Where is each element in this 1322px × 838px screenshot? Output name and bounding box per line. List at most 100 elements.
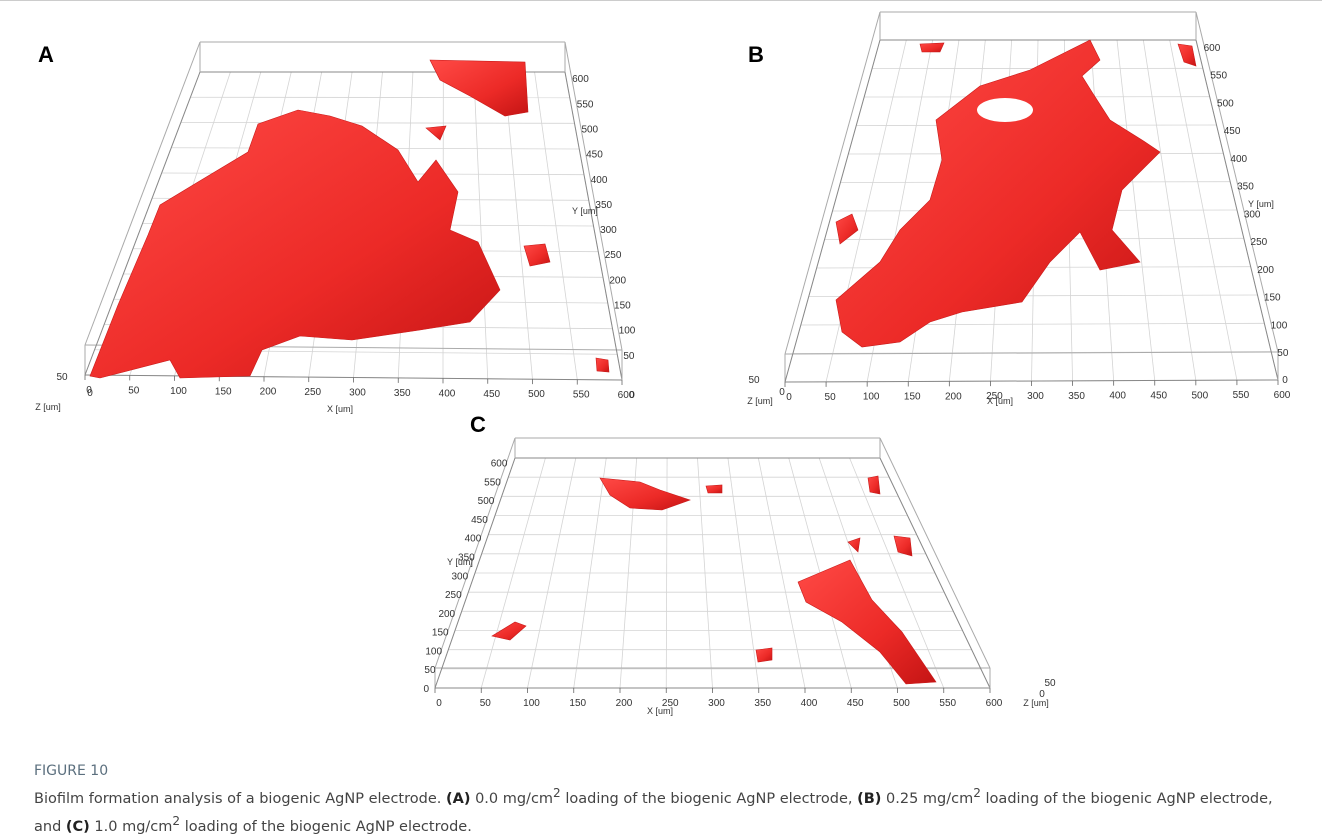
x-tick-label: 400 [439, 388, 456, 399]
y-tick-label: 50 [424, 665, 436, 676]
y-axis-label: Y [um] [1248, 199, 1274, 209]
x-tick-label: 50 [128, 385, 140, 396]
y-tick-label: 100 [619, 326, 636, 337]
caption-text: loading of the biogenic AgNP electrode, [565, 791, 852, 807]
y-tick-label: 400 [1230, 154, 1247, 165]
x-tick-label: 500 [528, 389, 545, 400]
x-tick-label: 600 [986, 698, 1003, 709]
biofilm [90, 110, 500, 378]
y-tick-label: 200 [1257, 265, 1274, 276]
y-tick-label: 50 [1277, 348, 1289, 359]
biofilm [920, 43, 944, 52]
x-tick-label: 150 [904, 392, 921, 403]
x-tick-label: 350 [1068, 391, 1085, 402]
y-tick-label: 500 [478, 496, 495, 507]
x-tick-label: 0 [436, 698, 442, 709]
x-tick-label: 100 [523, 698, 540, 709]
caption-amount: 1.0 mg/cm [94, 819, 172, 835]
y-tick-label: 200 [609, 275, 626, 286]
y-tick-label: 600 [572, 74, 589, 85]
y-tick-label: 600 [1204, 43, 1221, 54]
z-tick-label: 50 [748, 375, 760, 386]
z-tick-label: 50 [1044, 678, 1056, 689]
y-tick-label: 400 [465, 534, 482, 545]
biofilm [600, 478, 690, 510]
y-tick-label: 550 [577, 99, 594, 110]
biofilm-b [836, 40, 1196, 347]
caption-tag: (A) [446, 791, 470, 807]
biofilm-a [90, 60, 609, 378]
x-tick-label: 500 [1191, 390, 1208, 401]
y-tick-label: 550 [1210, 71, 1227, 82]
x-tick-label: 100 [863, 392, 880, 403]
biofilm [848, 538, 860, 552]
z-tick-label: 0 [779, 387, 785, 398]
x-axis-label: X [um] [327, 404, 353, 414]
y-tick-label: 100 [425, 646, 442, 657]
biofilm [596, 358, 609, 372]
x-tick-label: 500 [893, 698, 910, 709]
x-tick-label: 100 [170, 386, 187, 397]
y-tick-label: 300 [1244, 209, 1261, 220]
caption-intro: Biofilm formation analysis of a biogenic… [34, 791, 441, 807]
x-tick-label: 450 [1150, 391, 1167, 402]
biofilm [868, 476, 880, 494]
x-tick-label: 350 [754, 698, 771, 709]
y-tick-label: 250 [1251, 237, 1268, 248]
biofilm [430, 60, 528, 116]
z-tick-label: 50 [56, 372, 68, 383]
x-axis-label: X [um] [647, 706, 673, 716]
x-tick-label: 300 [349, 388, 366, 399]
x-axis-label: X [um] [987, 396, 1013, 406]
z-tick-label: 0 [629, 390, 635, 401]
x-tick-label: 200 [260, 387, 277, 398]
x-tick-label: 450 [847, 698, 864, 709]
y-axis-label: Y [um] [572, 206, 598, 216]
y-tick-label: 150 [1264, 293, 1281, 304]
caption-power: 2 [553, 786, 561, 800]
z-tick-label: 0 [87, 388, 93, 399]
caption-amount: 0.25 mg/cm [886, 791, 973, 807]
y-tick-label: 500 [1217, 98, 1234, 109]
y-tick-label: 0 [423, 684, 429, 695]
z-tick-label: 0 [1282, 375, 1288, 386]
y-tick-label: 250 [445, 590, 462, 601]
z-axis-label: Z [um] [1023, 698, 1049, 708]
caption-block: FIGURE 10 Biofilm formation analysis of … [34, 760, 1304, 838]
y-tick-label: 150 [432, 628, 449, 639]
x-tick-label: 200 [616, 698, 633, 709]
y-tick-label: 600 [491, 459, 508, 470]
biofilm [894, 536, 912, 556]
biofilm [798, 560, 936, 684]
hole [977, 98, 1033, 122]
caption-power: 2 [172, 814, 180, 828]
y-tick-label: 450 [471, 515, 488, 526]
caption-tag: (B) [857, 791, 881, 807]
y-tick-label: 300 [600, 225, 617, 236]
y-tick-label: 500 [581, 124, 598, 135]
y-tick-label: 550 [484, 477, 501, 488]
biofilm [524, 244, 550, 266]
x-tick-label: 550 [1233, 390, 1250, 401]
biofilm [836, 40, 1160, 347]
grid-line [181, 123, 575, 124]
x-tick-label: 0 [786, 392, 792, 403]
x-tick-label: 350 [394, 388, 411, 399]
y-tick-label: 150 [614, 301, 631, 312]
caption-tag: (C) [66, 819, 90, 835]
y-tick-label: 350 [1237, 182, 1254, 193]
biofilm [706, 485, 722, 493]
panel-label: A [38, 42, 54, 67]
x-tick-label: 50 [480, 698, 492, 709]
x-tick-label: 50 [825, 392, 837, 403]
panel-label: C [470, 412, 486, 437]
x-tick-label: 400 [801, 698, 818, 709]
figure-label: FIGURE 10 [34, 760, 1304, 782]
y-tick-label: 200 [438, 609, 455, 620]
y-tick-label: 50 [623, 351, 635, 362]
x-tick-label: 300 [1027, 391, 1044, 402]
x-tick-label: 450 [483, 389, 500, 400]
x-tick-label: 600 [1274, 390, 1291, 401]
x-tick-label: 300 [708, 698, 725, 709]
z-axis-label: Z [um] [35, 402, 61, 412]
